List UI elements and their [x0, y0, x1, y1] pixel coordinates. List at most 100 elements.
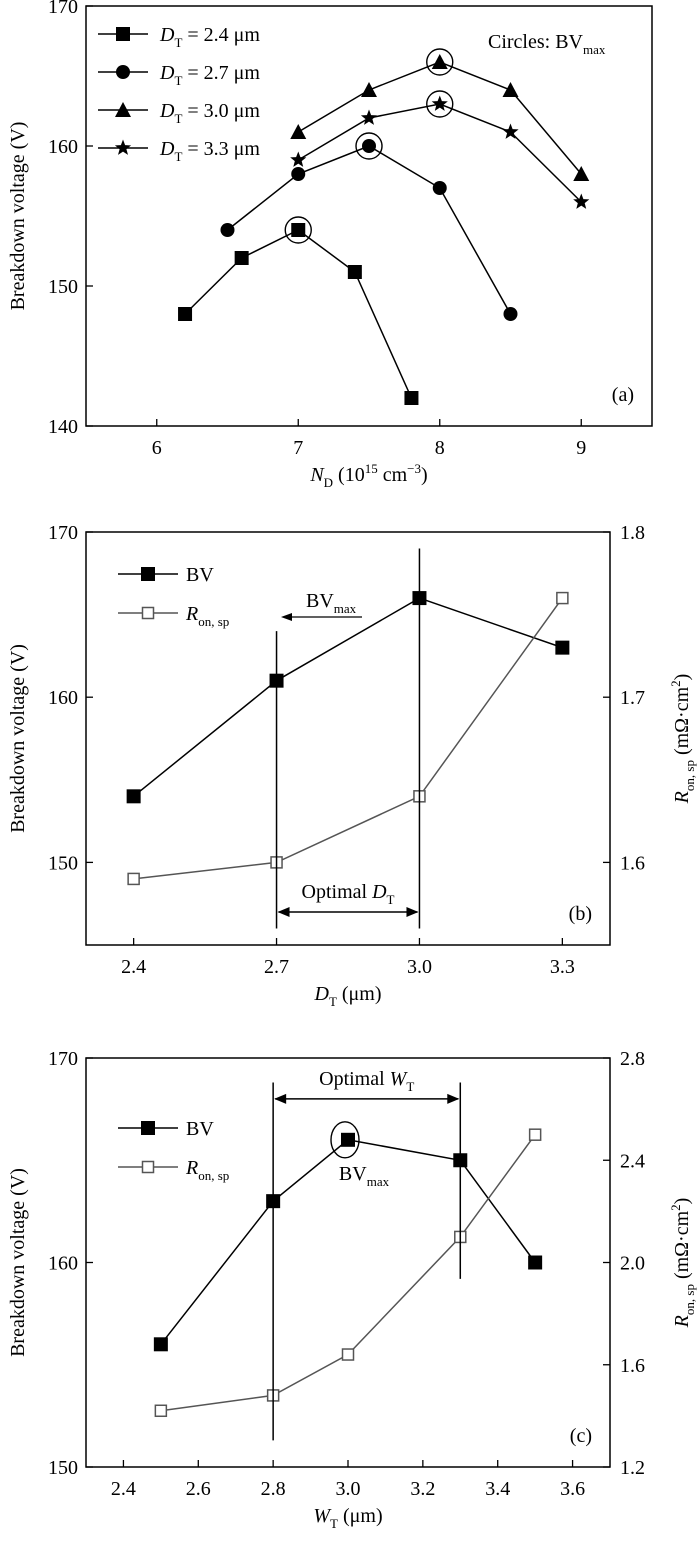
y2-tick-label: 2.0 — [620, 1253, 645, 1275]
data-point — [555, 640, 570, 655]
data-point — [178, 307, 193, 321]
legend-label: DT = 2.7 μm — [159, 62, 260, 88]
x-tick-label: 9 — [576, 437, 586, 459]
legend-label: BV — [186, 564, 214, 586]
legend-label: DT = 2.4 μm — [159, 24, 260, 50]
y2-tick-label: 2.4 — [620, 1150, 645, 1172]
legend-label: DT = 3.0 μm — [159, 100, 260, 126]
y-tick-label: 170 — [48, 0, 78, 18]
panel-label: (c) — [570, 1425, 592, 1447]
bv-max-label: BVmax — [306, 590, 357, 616]
y2-tick-label: 1.2 — [620, 1457, 645, 1479]
data-point — [291, 223, 306, 237]
legend: DT = 2.4 μm DT = 2.7 μm DT = 3.0 μm DT = 3.… — [98, 24, 260, 164]
y2-tick-label: 1.8 — [620, 522, 645, 544]
bv-max-circle — [330, 1121, 360, 1159]
series-d-3 — [290, 90, 590, 209]
data-point — [361, 82, 377, 97]
y-axis-label: Breakdown voltage (V) — [7, 1168, 29, 1357]
y-tick-label: 160 — [48, 136, 78, 158]
data-point — [573, 166, 590, 181]
series-line — [133, 597, 563, 880]
x-axis-label: WT (μm) — [313, 1505, 382, 1531]
legend-marker — [141, 606, 155, 620]
data-point — [127, 872, 140, 886]
x-axis-label: ND (1015 cm−3) — [309, 461, 427, 490]
y-tick-label: 150 — [48, 1457, 78, 1479]
data-point — [528, 1128, 542, 1141]
legend-marker — [114, 139, 132, 155]
x-tick-label: 3.2 — [410, 1478, 435, 1500]
x-tick-label: 6 — [152, 437, 162, 459]
x-tick-label: 3.0 — [407, 956, 432, 978]
data-point — [290, 124, 307, 139]
x-tick-label: 3.4 — [485, 1478, 510, 1500]
y-tick-label: 160 — [48, 1253, 78, 1275]
series-line — [227, 145, 512, 315]
data-point — [503, 307, 518, 321]
panel-b: 2.4 2.7 3.0 3.3 150 160 170 1.6 1.7 1.8 Breakdown … — [7, 522, 697, 1009]
bv-max-circle — [284, 216, 312, 244]
legend-marker — [141, 1160, 155, 1174]
panel-label: (a) — [612, 384, 634, 406]
data-point — [341, 1132, 355, 1147]
series-d-2 — [290, 48, 590, 181]
data-point — [291, 167, 306, 181]
plot-frame — [85, 5, 653, 427]
y2-tick-label: 1.6 — [620, 1355, 645, 1377]
data-point — [431, 54, 448, 69]
data-point — [360, 109, 378, 125]
series-d-0 — [178, 216, 419, 405]
data-point — [153, 1337, 168, 1352]
y-axis-label: Breakdown voltage (V) — [7, 122, 29, 311]
x-tick-label: 2.4 — [111, 1478, 136, 1500]
y2-axis-label: Ron, sp (mΩ·cm2) — [668, 674, 697, 805]
data-point — [220, 223, 235, 237]
optimal-label: Optimal WT — [319, 1068, 414, 1094]
series-bv-0 — [126, 591, 570, 804]
arrow-head — [274, 1093, 287, 1104]
y-tick-label: 170 — [48, 1048, 78, 1070]
data-point — [556, 591, 569, 605]
legend-label: DT = 3.3 μm — [159, 138, 260, 164]
data-point — [154, 1404, 168, 1418]
panel-label: (b) — [569, 903, 592, 925]
optimal-label: Optimal DT — [302, 881, 395, 907]
x-tick-label: 2.7 — [264, 956, 289, 978]
y2-tick-label: 1.6 — [620, 852, 645, 874]
legend-marker — [141, 1121, 155, 1135]
data-point — [341, 1348, 355, 1361]
x-tick-label: 8 — [435, 437, 445, 459]
data-point — [126, 789, 141, 804]
annotation-circles: Circles: BVmax — [488, 31, 606, 57]
x-tick-label: 2.4 — [121, 956, 146, 978]
legend-label: Ron, sp — [185, 1157, 229, 1183]
bv-max-circle — [355, 132, 383, 160]
plot-frame — [85, 531, 611, 946]
data-point — [502, 82, 519, 97]
arrow-head — [281, 613, 292, 621]
series-bv-0 — [153, 1132, 543, 1352]
arrow-head — [406, 906, 419, 917]
legend: BV Ron, sp — [118, 564, 229, 629]
series-line — [184, 229, 413, 399]
legend: BV Ron, sp — [118, 1118, 229, 1183]
series-d-1 — [220, 132, 518, 321]
x-tick-label: 2.6 — [186, 1478, 211, 1500]
data-point — [431, 95, 448, 111]
y-tick-label: 140 — [48, 416, 78, 438]
y2-axis-label: Ron, sp (mΩ·cm2) — [668, 1198, 697, 1329]
data-point — [362, 139, 376, 153]
panel-c: 2.4 2.6 2.8 3.0 3.2 3.4 3.6 150 160 170 1.2 1.6 2.0 2… — [7, 1048, 697, 1531]
data-point — [404, 391, 419, 405]
y-tick-label: 150 — [48, 276, 78, 298]
x-tick-label: 3.0 — [336, 1478, 361, 1500]
data-point — [573, 193, 590, 209]
panel-a: 6 7 8 9 140 150 160 170 Breakdown voltage (V) ND … — [7, 0, 653, 490]
series-r-1 — [127, 591, 569, 886]
legend-marker — [141, 567, 155, 581]
legend-marker — [115, 102, 131, 117]
y2-tick-label: 2.8 — [620, 1048, 645, 1070]
legend-marker — [116, 27, 130, 41]
